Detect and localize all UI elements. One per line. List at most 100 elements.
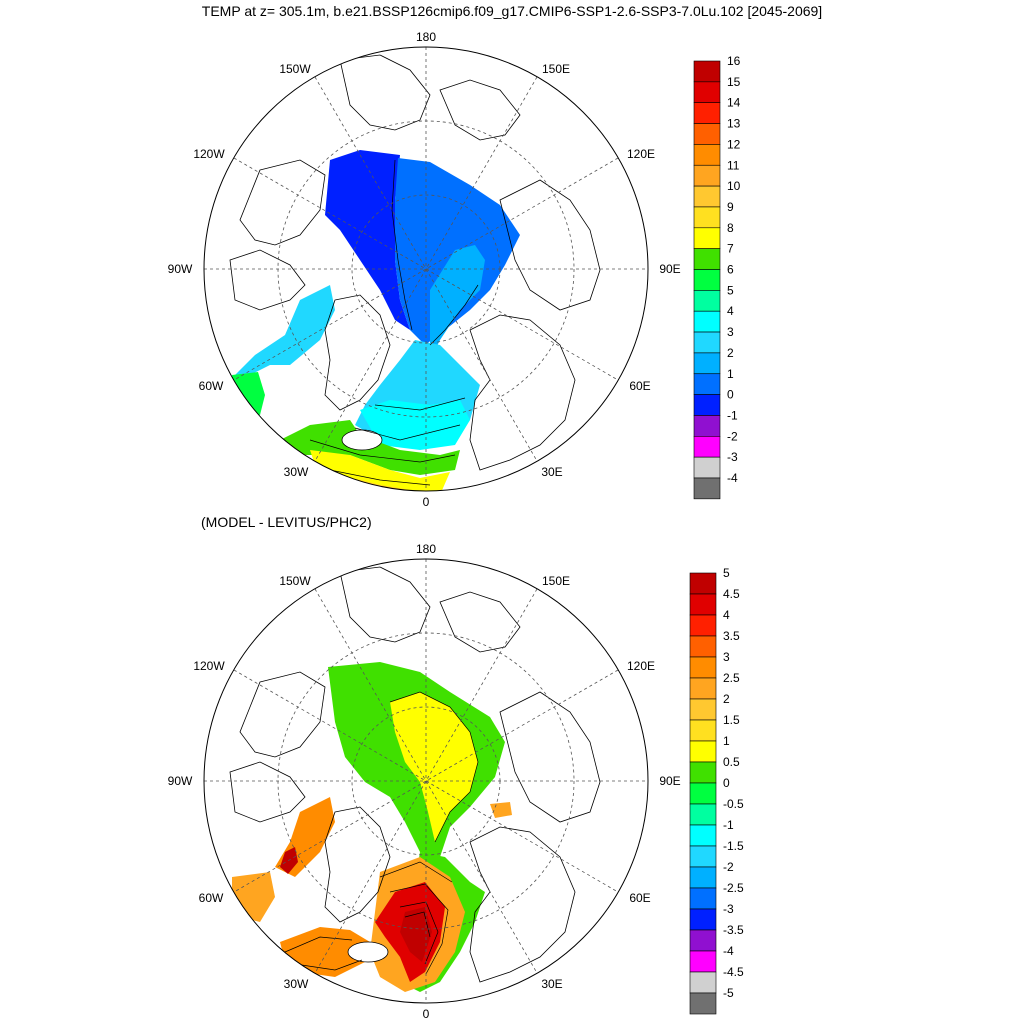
difference-panel-subtitle: (MODEL - LEVITUS/PHC2)	[201, 514, 372, 530]
colorbar-swatch	[693, 144, 721, 166]
colorbar-tick-label: 0	[723, 776, 730, 790]
lon-label-30e: 30E	[541, 465, 562, 479]
lon-label-150w: 150W	[279, 62, 311, 76]
colorbar-swatch	[689, 572, 717, 595]
colorbar-swatch	[693, 394, 721, 416]
colorbar-swatch	[693, 102, 721, 124]
colorbar-tick-label: 2.5	[723, 671, 740, 685]
lon-label-150w: 150W	[279, 574, 311, 588]
colorbar-tick-label: 3.5	[723, 629, 740, 643]
field-region-baffin	[235, 285, 335, 375]
lon-label-150e: 150E	[542, 574, 570, 588]
colorbar-swatch	[689, 908, 717, 931]
colorbar-tick-label: 3	[723, 650, 730, 664]
colorbar-tick-label: 8	[727, 221, 734, 235]
temperature-map-panel: 180 150E 120E 90E 60E 30E 0 30W 60W 90W …	[168, 30, 741, 509]
colorbar-swatch	[693, 185, 721, 208]
iceland	[341, 429, 383, 451]
colorbar-tick-label: 1.5	[723, 713, 740, 727]
graticule	[204, 559, 648, 1003]
diff-region-labrador	[232, 872, 275, 922]
lon-label-30w: 30W	[284, 465, 309, 479]
colorbar-tick-label: -5	[723, 986, 734, 1000]
colorbar-tick-label: -3.5	[723, 923, 744, 937]
lon-label-120e: 120E	[627, 659, 655, 673]
colorbar-swatch	[689, 887, 717, 910]
lon-label-60w: 60W	[199, 891, 224, 905]
colorbar-tick-label: 13	[727, 117, 741, 131]
colorbar-swatch	[693, 206, 721, 229]
colorbar-swatch	[693, 164, 721, 187]
colorbar-tick-label: -4.5	[723, 965, 744, 979]
colorbar-swatch	[689, 635, 717, 658]
colorbar-swatch	[693, 227, 721, 249]
colorbar-tick-label: 0	[727, 388, 734, 402]
colorbar-swatch	[689, 656, 717, 679]
colorbar-tick-label: -4	[727, 471, 738, 485]
colorbar-tick-label: -1.5	[723, 839, 744, 853]
colorbar-tick-label: 4	[723, 608, 730, 622]
lon-label-90e: 90E	[659, 262, 680, 276]
colorbar-tick-label: 14	[727, 96, 741, 110]
lon-label-180: 180	[416, 30, 436, 44]
field-region-4-5	[360, 400, 470, 450]
lon-label-180: 180	[416, 542, 436, 556]
colorbar-swatch	[693, 310, 721, 333]
colorbar-tick-label: -4	[723, 944, 734, 958]
lon-label-120w: 120W	[193, 147, 225, 161]
colorbar-tick-label: 1	[727, 367, 734, 381]
longitude-labels: 180 150E 120E 90E 60E 30E 0 30W 60W 90W …	[168, 30, 681, 509]
colorbar-tick-label: -3	[723, 902, 734, 916]
contour-lines	[284, 691, 479, 975]
colorbar-swatch	[689, 866, 717, 889]
colorbar-tick-label: 9	[727, 200, 734, 214]
lon-label-60e: 60E	[629, 891, 650, 905]
colorbar-swatch	[689, 929, 717, 952]
colorbar-swatch	[689, 992, 717, 1015]
colorbar-swatch	[693, 123, 721, 145]
lon-label-60e: 60E	[629, 379, 650, 393]
colorbar-tick-label: -1	[727, 408, 738, 422]
colorbar-tick-label: -2.5	[723, 881, 744, 895]
colorbar-swatch	[689, 761, 717, 784]
lon-label-90w: 90W	[168, 262, 193, 276]
colorbar-tick-label: 12	[727, 137, 741, 151]
coastlines	[229, 566, 601, 983]
lon-label-150e: 150E	[542, 62, 570, 76]
colorbar-tick-label: 15	[727, 75, 741, 89]
colorbar-swatch	[693, 331, 721, 354]
colorbar-tick-label: 3	[727, 325, 734, 339]
colorbar-tick-label: -2	[723, 860, 734, 874]
colorbar-tick-label: 10	[727, 179, 741, 193]
colorbar-tick-label: 16	[727, 54, 741, 68]
colorbar-tick-label: 2	[727, 346, 734, 360]
colorbar-swatch	[689, 698, 717, 721]
colorbar-tick-label: 7	[727, 242, 734, 256]
diff-region-barents	[490, 802, 512, 818]
colorbar-swatch	[689, 740, 717, 763]
colorbar-swatch	[693, 290, 721, 312]
lon-label-120w: 120W	[193, 659, 225, 673]
colorbar-tick-label: -0.5	[723, 797, 744, 811]
colorbar-swatch	[693, 60, 721, 83]
colorbar-tick-label: 11	[727, 158, 740, 172]
colorbar-swatch	[689, 950, 717, 973]
lon-label-90w: 90W	[168, 774, 193, 788]
colorbar-tick-label: 5	[727, 283, 734, 297]
map-boundary	[203, 46, 649, 492]
field-region-0-1	[325, 150, 410, 330]
colorbar-swatch	[693, 477, 721, 500]
colorbar-swatch	[689, 824, 717, 847]
colorbar-swatch	[693, 435, 721, 458]
colorbar-swatch	[689, 845, 717, 868]
figure-title: TEMP at z= 305.1m, b.e21.BSSP126cmip6.f0…	[201, 3, 823, 19]
colorbar-swatch	[693, 248, 721, 270]
lon-label-60w: 60W	[199, 379, 224, 393]
colorbar-swatch	[693, 373, 721, 395]
field-region-labrador	[232, 372, 265, 415]
colorbar-swatch	[693, 81, 721, 103]
lon-label-30w: 30W	[284, 977, 309, 991]
colorbar-tick-label: 5	[723, 566, 730, 580]
colorbar-tick-label: -3	[727, 450, 738, 464]
